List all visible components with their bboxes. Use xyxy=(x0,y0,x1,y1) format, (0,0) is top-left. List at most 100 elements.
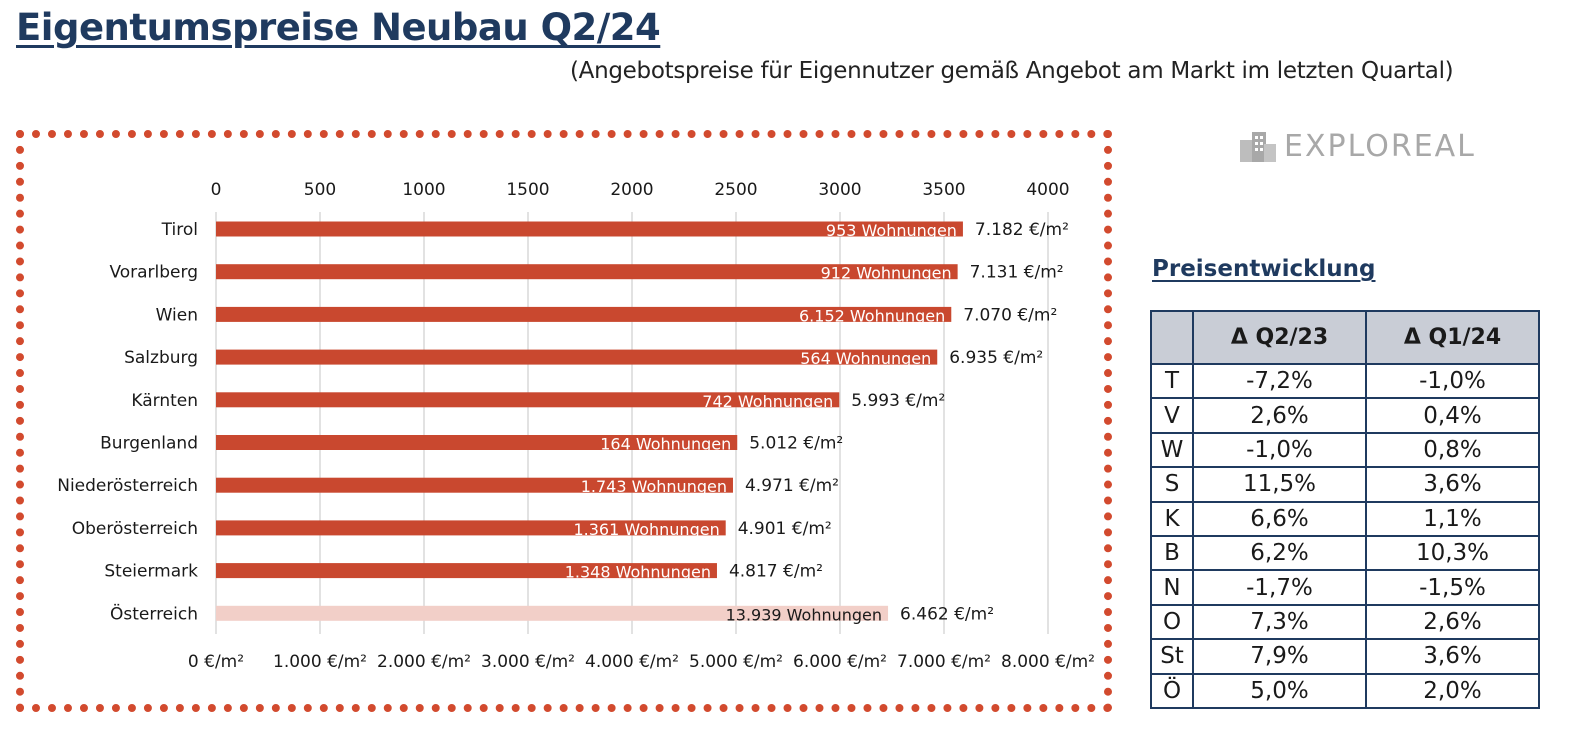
bar-count-label: 564 Wohnungen xyxy=(800,349,931,368)
category-label: Tirol xyxy=(161,220,198,240)
region-cell: K xyxy=(1150,500,1194,537)
bar-value-label: 5.012 €/m² xyxy=(749,434,843,454)
top-axis-tick-label: 1500 xyxy=(506,180,549,200)
delta-q2-23-cell: -1,0% xyxy=(1192,431,1367,469)
delta-q1-24-cell: -1,5% xyxy=(1365,569,1540,606)
bar xyxy=(216,264,958,280)
delta-q1-24-cell: 3,6% xyxy=(1365,466,1540,503)
delta-q2-23-cell: -1,7% xyxy=(1192,569,1367,606)
bottom-axis-tick-label: 7.000 €/m² xyxy=(897,652,991,672)
header-delta-q1-24: Δ Q1/24 xyxy=(1365,310,1540,365)
delta-table-title: Preisentwicklung xyxy=(1152,256,1376,282)
bar-value-label: 5.993 €/m² xyxy=(851,391,945,411)
region-cell: St xyxy=(1150,638,1194,675)
bar-count-label: 1.361 Wohnungen xyxy=(573,520,719,539)
category-label: Niederösterreich xyxy=(57,476,198,496)
bar-count-label: 1.743 Wohnungen xyxy=(581,477,727,496)
chart-frame: 0 500 1000 1500 2000 2500 3000 3500 4000 0 €/m² 1.… xyxy=(16,130,1112,712)
delta-q2-23-cell: 6,2% xyxy=(1192,534,1367,572)
category-label: Steiermark xyxy=(104,562,198,582)
category-label: Kärnten xyxy=(131,391,198,411)
bar xyxy=(216,477,733,493)
delta-table-header: Δ Q2/23 Δ Q1/24 xyxy=(1150,310,1540,365)
table-row: S 11,5% 3,6% xyxy=(1150,466,1540,503)
delta-q2-23-cell: 6,6% xyxy=(1192,500,1367,537)
bottom-axis-tick-label: 4.000 €/m² xyxy=(585,652,679,672)
region-cell: V xyxy=(1150,397,1194,434)
table-row: T -7,2% -1,0% xyxy=(1150,362,1540,400)
top-axis-tick-label: 0 xyxy=(211,180,222,200)
table-row: K 6,6% 1,1% xyxy=(1150,500,1540,537)
top-axis-tick-label: 2000 xyxy=(610,180,653,200)
table-row: N -1,7% -1,5% xyxy=(1150,569,1540,606)
delta-q2-23-cell: 7,9% xyxy=(1192,638,1367,675)
bar-count-label: 6.152 Wohnungen xyxy=(799,306,945,325)
bottom-axis-tick-label: 8.000 €/m² xyxy=(1001,652,1095,672)
bar-value-label: 4.971 €/m² xyxy=(745,476,839,496)
bottom-axis-tick-label: 0 €/m² xyxy=(188,652,244,672)
region-cell: S xyxy=(1150,466,1194,503)
bar-chart: 0 500 1000 1500 2000 2500 3000 3500 4000 0 €/m² 1.… xyxy=(57,180,1095,672)
category-label: Vorarlberg xyxy=(109,263,198,283)
delta-q1-24-cell: 0,8% xyxy=(1365,431,1540,469)
header-delta-q2-23: Δ Q2/23 xyxy=(1192,310,1367,365)
region-cell: W xyxy=(1150,431,1194,469)
bar xyxy=(216,563,717,579)
header-region xyxy=(1150,310,1194,365)
bar-value-label: 6.935 €/m² xyxy=(949,348,1043,368)
delta-q1-24-cell: 1,1% xyxy=(1365,500,1540,537)
table-row: Ö 5,0% 2,0% xyxy=(1150,672,1540,709)
bar-value-label: 7.070 €/m² xyxy=(963,305,1057,325)
bar-value-label: 7.182 €/m² xyxy=(975,220,1069,240)
bottom-axis-tick-label: 2.000 €/m² xyxy=(377,652,471,672)
bar xyxy=(216,435,738,450)
delta-q2-23-cell: 7,3% xyxy=(1192,603,1367,641)
delta-q2-23-cell: 2,6% xyxy=(1192,397,1367,434)
bar-count-label: 164 Wohnungen xyxy=(600,435,731,454)
delta-q1-24-cell: 2,6% xyxy=(1365,603,1540,641)
delta-q1-24-cell: 0,4% xyxy=(1365,397,1540,434)
category-label: Burgenland xyxy=(100,434,198,454)
delta-q1-24-cell: 3,6% xyxy=(1365,638,1540,675)
bottom-axis-tick-label: 6.000 €/m² xyxy=(793,652,887,672)
region-cell: O xyxy=(1150,603,1194,641)
delta-q1-24-cell: 10,3% xyxy=(1365,534,1540,572)
top-axis-tick-label: 4000 xyxy=(1026,180,1069,200)
table-row: O 7,3% 2,6% xyxy=(1150,603,1540,641)
top-axis-tick-label: 500 xyxy=(304,180,336,200)
bar xyxy=(216,221,963,237)
bar xyxy=(216,605,889,621)
bar xyxy=(216,520,726,536)
bar-count-label: 912 Wohnungen xyxy=(821,264,952,283)
table-row: St 7,9% 3,6% xyxy=(1150,638,1540,675)
bar-value-label: 7.131 €/m² xyxy=(970,263,1064,283)
region-cell: N xyxy=(1150,569,1194,606)
region-cell: T xyxy=(1150,362,1194,400)
page-subtitle: (Angebotspreise für Eigennutzer gemäß An… xyxy=(570,58,1454,84)
category-label: Wien xyxy=(156,305,198,325)
table-row: B 6,2% 10,3% xyxy=(1150,534,1540,572)
delta-table: Δ Q2/23 Δ Q1/24 T -7,2% -1,0% V 2,6% 0,4% W-… xyxy=(1150,310,1540,709)
top-axis-tick-label: 3000 xyxy=(818,180,861,200)
bar-count-label: 953 Wohnungen xyxy=(826,221,957,240)
bar-value-label: 4.817 €/m² xyxy=(729,562,823,582)
top-axis-tick-label: 1000 xyxy=(402,180,445,200)
category-label: Oberösterreich xyxy=(72,519,198,539)
logo: EXPLOREAL xyxy=(1238,128,1476,164)
bar-value-label: 6.462 €/m² xyxy=(900,604,994,624)
bar-count-label: 13.939 Wohnungen xyxy=(726,605,882,624)
table-row: W -1,0% 0,8% xyxy=(1150,431,1540,469)
building-icon xyxy=(1240,132,1276,162)
bar-count-label: 742 Wohnungen xyxy=(702,392,833,411)
table-row: V 2,6% 0,4% xyxy=(1150,397,1540,434)
bar-value-label: 4.901 €/m² xyxy=(738,519,832,539)
bar xyxy=(216,349,938,365)
delta-q1-24-cell: -1,0% xyxy=(1365,362,1540,400)
top-axis-tick-label: 3500 xyxy=(922,180,965,200)
page-title: Eigentumspreise Neubau Q2/24 xyxy=(16,6,661,49)
top-axis-tick-label: 2500 xyxy=(714,180,757,200)
bar-count-label: 1.348 Wohnungen xyxy=(565,563,711,582)
region-cell: B xyxy=(1150,534,1194,572)
delta-q2-23-cell: 11,5% xyxy=(1192,466,1367,503)
delta-q2-23-cell: -7,2% xyxy=(1192,362,1367,400)
